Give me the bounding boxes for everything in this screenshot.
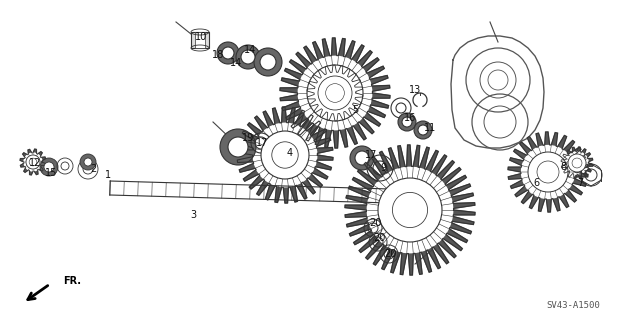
Text: 10: 10	[195, 32, 207, 42]
Text: 12: 12	[29, 158, 41, 168]
Circle shape	[40, 158, 58, 176]
Text: 16: 16	[404, 113, 416, 123]
Text: 14: 14	[230, 58, 242, 68]
Polygon shape	[237, 107, 333, 203]
Text: 9: 9	[380, 163, 386, 173]
Circle shape	[222, 47, 234, 59]
Circle shape	[402, 117, 412, 127]
Text: 19: 19	[242, 133, 254, 143]
Circle shape	[217, 42, 239, 64]
Circle shape	[44, 162, 54, 172]
Text: 17: 17	[256, 138, 268, 148]
Text: 20: 20	[373, 233, 385, 243]
Text: 15: 15	[45, 168, 57, 178]
Text: 11: 11	[424, 123, 436, 133]
Circle shape	[24, 153, 42, 171]
Circle shape	[355, 151, 369, 165]
Text: 20: 20	[384, 249, 396, 259]
Circle shape	[298, 56, 372, 130]
Circle shape	[228, 137, 248, 157]
Text: 8: 8	[560, 162, 566, 172]
Text: SV43-A1500: SV43-A1500	[546, 300, 600, 309]
Circle shape	[236, 45, 260, 69]
Text: 17: 17	[365, 150, 377, 160]
Text: 3: 3	[190, 210, 196, 220]
Circle shape	[241, 50, 255, 64]
Polygon shape	[561, 147, 593, 179]
Circle shape	[568, 154, 586, 172]
Bar	[195, 32, 205, 48]
Circle shape	[26, 155, 40, 169]
Circle shape	[367, 167, 452, 253]
Circle shape	[350, 146, 374, 170]
Bar	[191, 32, 209, 48]
Polygon shape	[345, 145, 475, 275]
Circle shape	[307, 65, 363, 121]
Circle shape	[528, 152, 568, 192]
Text: 14: 14	[244, 45, 256, 55]
Text: 18: 18	[212, 50, 224, 60]
Circle shape	[318, 76, 352, 110]
Text: 20: 20	[369, 218, 381, 228]
Text: 5: 5	[352, 105, 358, 115]
Text: 4: 4	[287, 148, 293, 158]
Text: FR.: FR.	[63, 276, 81, 286]
Circle shape	[566, 152, 588, 174]
Circle shape	[378, 178, 442, 242]
Polygon shape	[508, 132, 588, 212]
Circle shape	[254, 48, 282, 76]
Text: 1: 1	[105, 170, 111, 180]
Circle shape	[418, 125, 428, 135]
Polygon shape	[20, 149, 46, 175]
Circle shape	[414, 121, 432, 139]
Circle shape	[80, 154, 96, 170]
Circle shape	[261, 131, 309, 179]
Circle shape	[220, 129, 256, 165]
Text: 6: 6	[533, 178, 539, 188]
Circle shape	[398, 113, 416, 131]
Text: 7: 7	[577, 178, 583, 188]
Circle shape	[522, 145, 575, 198]
Text: 2: 2	[90, 164, 96, 174]
Circle shape	[84, 158, 92, 166]
Circle shape	[315, 72, 355, 114]
Polygon shape	[280, 38, 390, 148]
Polygon shape	[307, 65, 363, 121]
Circle shape	[253, 123, 317, 187]
Circle shape	[260, 54, 276, 70]
Text: 13: 13	[409, 85, 421, 95]
